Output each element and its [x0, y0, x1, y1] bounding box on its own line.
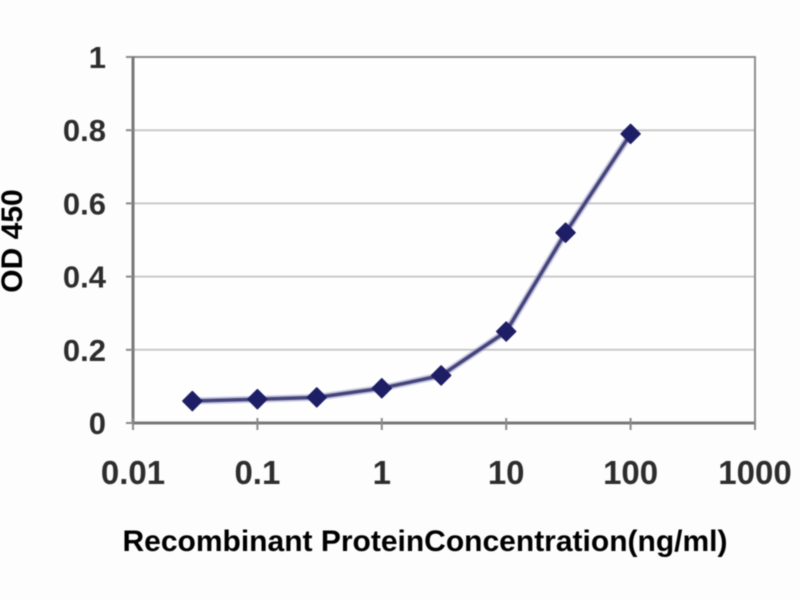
data-series	[182, 123, 641, 412]
y-tick-label: 0.2	[63, 333, 106, 368]
data-point-marker	[430, 365, 452, 386]
gridlines	[133, 129, 755, 351]
data-point-marker	[620, 123, 641, 145]
x-tick-labels: 0.01 0.1 1 10 100 1000	[101, 454, 792, 491]
x-tick-label: 100	[603, 454, 658, 491]
y-tick-labels: 0 0.2 0.4 0.6 0.8 1	[63, 40, 107, 441]
y-tick-label: 0	[89, 406, 106, 441]
data-point-marker	[555, 222, 576, 243]
x-tick-label: 10	[488, 454, 525, 491]
data-point-marker	[247, 388, 268, 410]
data-point-marker	[306, 387, 328, 408]
y-tick-label: 0.8	[63, 113, 106, 148]
plot-area	[133, 57, 755, 423]
data-point-marker	[371, 377, 393, 399]
axis-ticks	[126, 56, 756, 430]
plot-area-background	[133, 57, 755, 423]
y-axis-title: OD 450	[0, 189, 29, 292]
y-tick-label: 0.4	[63, 260, 107, 295]
y-tick-label: 0.6	[63, 186, 106, 221]
data-point-marker	[182, 390, 203, 412]
x-axis-title: Recombinant ProteinConcentration(ng/ml)	[122, 525, 727, 558]
x-tick-label: 1	[373, 454, 391, 491]
x-tick-label: 1000	[718, 454, 791, 491]
x-tick-label: 0.01	[101, 454, 165, 491]
plot-frame	[131, 56, 756, 425]
data-point-marker	[495, 321, 517, 342]
x-tick-label: 0.1	[234, 454, 280, 491]
y-tick-label: 1	[89, 40, 106, 75]
